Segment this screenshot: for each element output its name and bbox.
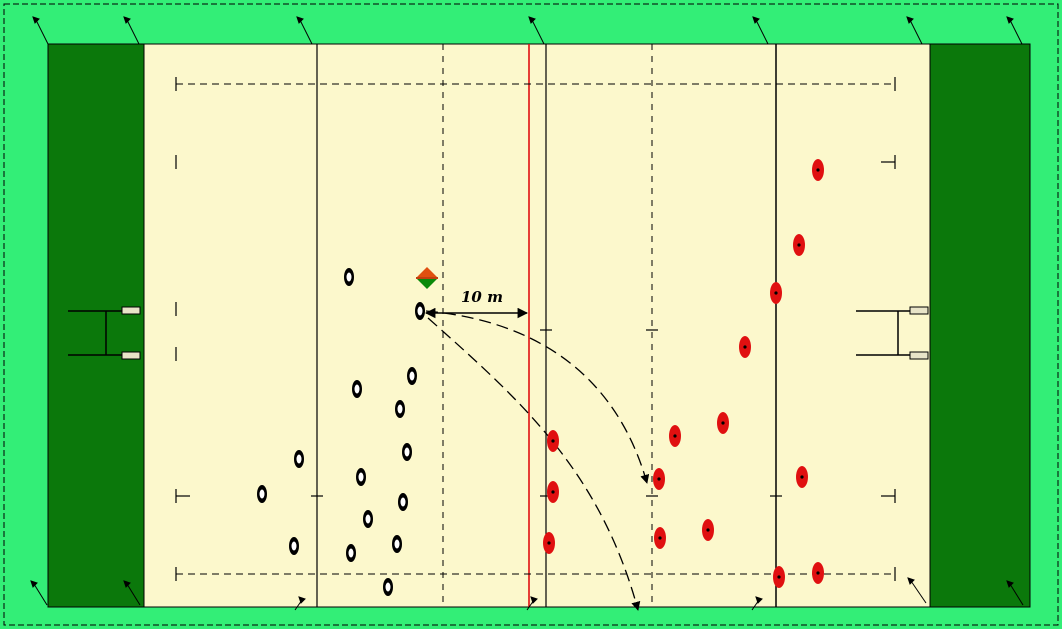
distance-label: 10 m	[461, 288, 503, 306]
black-ring-player-icon	[407, 367, 417, 385]
flag-icon	[751, 596, 763, 611]
black-ring-player-icon	[363, 510, 373, 528]
red-ring-player-icon	[547, 481, 559, 503]
flag-icon	[123, 580, 141, 606]
black-ring-player-icon	[415, 302, 425, 320]
goal-posts-right	[856, 306, 929, 360]
flag-icon	[123, 16, 140, 45]
red-ring-player-icon	[543, 532, 555, 554]
black-ring-player-icon	[344, 268, 354, 286]
black-ring-player-icon	[392, 535, 402, 553]
ten-metre-measure: 10 m	[424, 288, 529, 319]
flag-icon	[30, 580, 48, 606]
red-ring-player-icon	[669, 425, 681, 447]
red-ring-player-icon	[654, 527, 666, 549]
corner-flags	[30, 16, 1024, 611]
dead-ball-boundary	[47, 43, 1031, 608]
flag-icon	[32, 16, 49, 45]
team-b-players	[543, 159, 824, 588]
red-ring-player-icon	[547, 430, 559, 452]
black-ring-player-icon	[383, 578, 393, 596]
red-ring-player-icon	[812, 159, 824, 181]
red-ring-player-icon	[702, 519, 714, 541]
flag-icon	[906, 16, 923, 45]
flag-icon	[752, 16, 769, 45]
black-ring-player-icon	[346, 544, 356, 562]
red-ring-player-icon	[653, 468, 665, 490]
black-ring-player-icon	[352, 380, 362, 398]
red-ring-player-icon	[793, 234, 805, 256]
flag-icon	[294, 596, 306, 611]
diamond-referee-icon	[416, 267, 438, 289]
red-ring-player-icon	[770, 282, 782, 304]
red-ring-player-icon	[773, 566, 785, 588]
pass-lines	[425, 310, 650, 611]
flag-icon	[296, 16, 313, 45]
flag-icon	[526, 596, 538, 611]
pass-line-1	[425, 310, 650, 484]
black-ring-player-icon	[356, 468, 366, 486]
black-ring-player-icon	[398, 493, 408, 511]
in-goal-left	[48, 44, 144, 607]
red-ring-player-icon	[796, 466, 808, 488]
red-ring-player-icon	[717, 412, 729, 434]
black-ring-player-icon	[395, 400, 405, 418]
flag-icon	[1006, 580, 1024, 606]
red-ring-player-icon	[812, 562, 824, 584]
flag-icon	[1006, 16, 1023, 45]
flag-icon	[907, 577, 927, 604]
flag-icon	[528, 16, 545, 45]
field-of-play	[144, 44, 930, 607]
surround-border	[3, 3, 1059, 626]
team-a-players	[257, 268, 425, 596]
red-ring-player-icon	[739, 336, 751, 358]
black-ring-player-icon	[402, 443, 412, 461]
black-ring-player-icon	[289, 537, 299, 555]
black-ring-player-icon	[257, 485, 267, 503]
in-goal-right	[930, 44, 1030, 607]
black-ring-player-icon	[294, 450, 304, 468]
pass-line-2	[427, 317, 641, 611]
goal-posts-left	[68, 306, 141, 360]
